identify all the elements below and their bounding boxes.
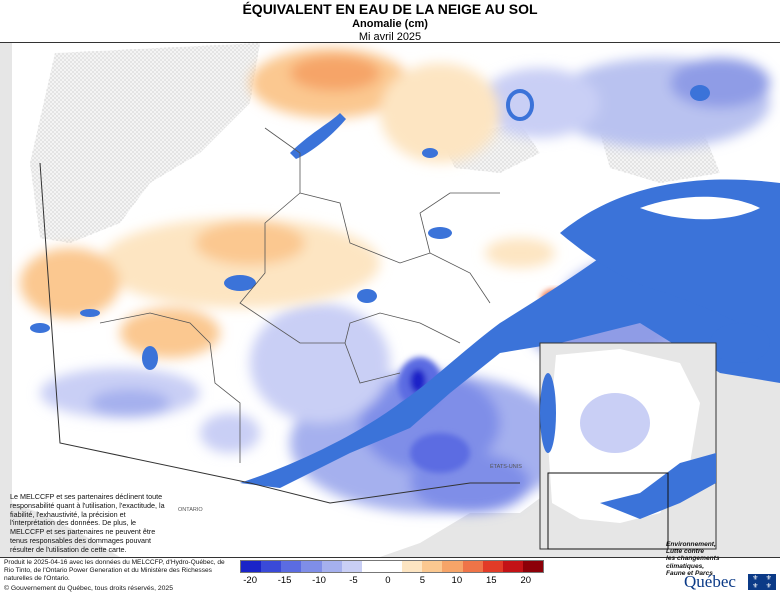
province-boundary — [39, 162, 251, 484]
anomaly-pos — [380, 63, 500, 163]
source-note: Produit le 2025-04-16 avec les données d… — [4, 559, 225, 582]
anomaly-neg — [90, 389, 170, 417]
legend-tick-label: -10 — [312, 575, 326, 586]
lake — [710, 323, 770, 363]
lake — [224, 275, 256, 291]
lake — [428, 227, 452, 239]
anticosti-island — [640, 196, 760, 220]
region-boundary — [209, 342, 241, 463]
legend-swatch — [361, 561, 382, 572]
quebec-logo: Environnement, Lutte contre les changeme… — [654, 541, 778, 593]
legend-ticks: -20 -15 -10 -5 0 5 10 15 20 — [240, 575, 544, 589]
legend-swatch — [381, 561, 403, 572]
lake — [142, 346, 158, 370]
inset-water — [600, 453, 716, 519]
disclaimer-text: Le MELCCFP et ses partenaires déclinent … — [10, 492, 165, 554]
legend-swatch — [261, 561, 282, 572]
region-boundary — [299, 192, 491, 304]
lake — [690, 85, 710, 101]
legend-tick-label: -20 — [243, 575, 257, 586]
legend-tick-label: -15 — [277, 575, 292, 586]
anomaly-neg-peak — [410, 433, 470, 473]
anomaly-pos — [20, 248, 120, 318]
anomaly-pos — [290, 55, 380, 91]
quebec-wordmark: Québec — [684, 572, 736, 591]
label-usa: ÉTATS-UNIS — [490, 463, 522, 470]
legend-swatch — [402, 561, 423, 572]
anomaly-neg — [200, 413, 260, 453]
anomaly-neg — [670, 58, 770, 108]
map-subtitle: Anomalie (cm) — [352, 18, 428, 30]
fleur-de-lis-flag-icon: ⚜ ⚜ ⚜ ⚜ — [748, 574, 776, 590]
legend-tick-label: 20 — [520, 575, 532, 586]
lake — [506, 89, 534, 121]
anomaly-neg — [480, 68, 600, 138]
lake — [422, 148, 438, 158]
map-title: ÉQUIVALENT EN EAU DE LA NEIGE AU SOL — [242, 1, 538, 17]
snow-water-anomaly-map: ONTARIO ÉTATS-UNIS — [0, 42, 780, 558]
inset-hudson-bay — [540, 373, 556, 453]
label-ontario: ONTARIO — [178, 507, 203, 513]
anomaly-pos — [120, 308, 220, 358]
legend-swatch — [281, 561, 302, 572]
anomaly-neg — [250, 303, 390, 423]
legend-swatch — [321, 561, 342, 572]
inset-anomaly — [580, 393, 650, 453]
color-legend: -20 -15 -10 -5 0 5 10 15 20 — [240, 560, 544, 590]
legend-tick-label: 10 — [451, 575, 463, 586]
legend-swatch — [522, 561, 544, 572]
map-titles: ÉQUIVALENT EN EAU DE LA NEIGE AU SOL Ano… — [0, 0, 780, 44]
legend-swatch — [502, 561, 523, 572]
legend-swatch — [301, 561, 322, 572]
anomaly-pos — [485, 238, 555, 268]
region-boundary — [99, 312, 211, 344]
lake — [30, 323, 50, 333]
region-boundary — [419, 192, 500, 254]
lake — [290, 113, 346, 159]
legend-tick-label: 5 — [419, 575, 426, 586]
legend-swatch — [482, 561, 503, 572]
ministry-name: Environnement, Lutte contre les changeme… — [666, 541, 720, 577]
legend-tick-label: -5 — [349, 575, 358, 586]
inset-extent-box — [547, 472, 669, 550]
legend-swatch — [442, 561, 463, 572]
legend-tick-label: 0 — [385, 575, 391, 586]
region-boundary — [344, 342, 401, 384]
legend-swatch — [462, 561, 483, 572]
gulf — [560, 179, 780, 343]
legend-color-bar — [240, 560, 544, 573]
lake — [357, 289, 377, 303]
border-usa — [249, 482, 520, 504]
region-boundary — [239, 127, 461, 344]
anomaly-pos — [195, 221, 305, 265]
legend-tick-label: 15 — [486, 575, 497, 586]
legend-swatch — [341, 561, 362, 572]
legend-swatch — [422, 561, 443, 572]
no-data-zone — [30, 43, 260, 243]
copyright: © Gouvernement du Québec, tous droits ré… — [4, 585, 173, 592]
map-period: Mi avril 2025 — [358, 31, 422, 43]
lake — [80, 309, 100, 317]
legend-swatch — [241, 561, 262, 572]
